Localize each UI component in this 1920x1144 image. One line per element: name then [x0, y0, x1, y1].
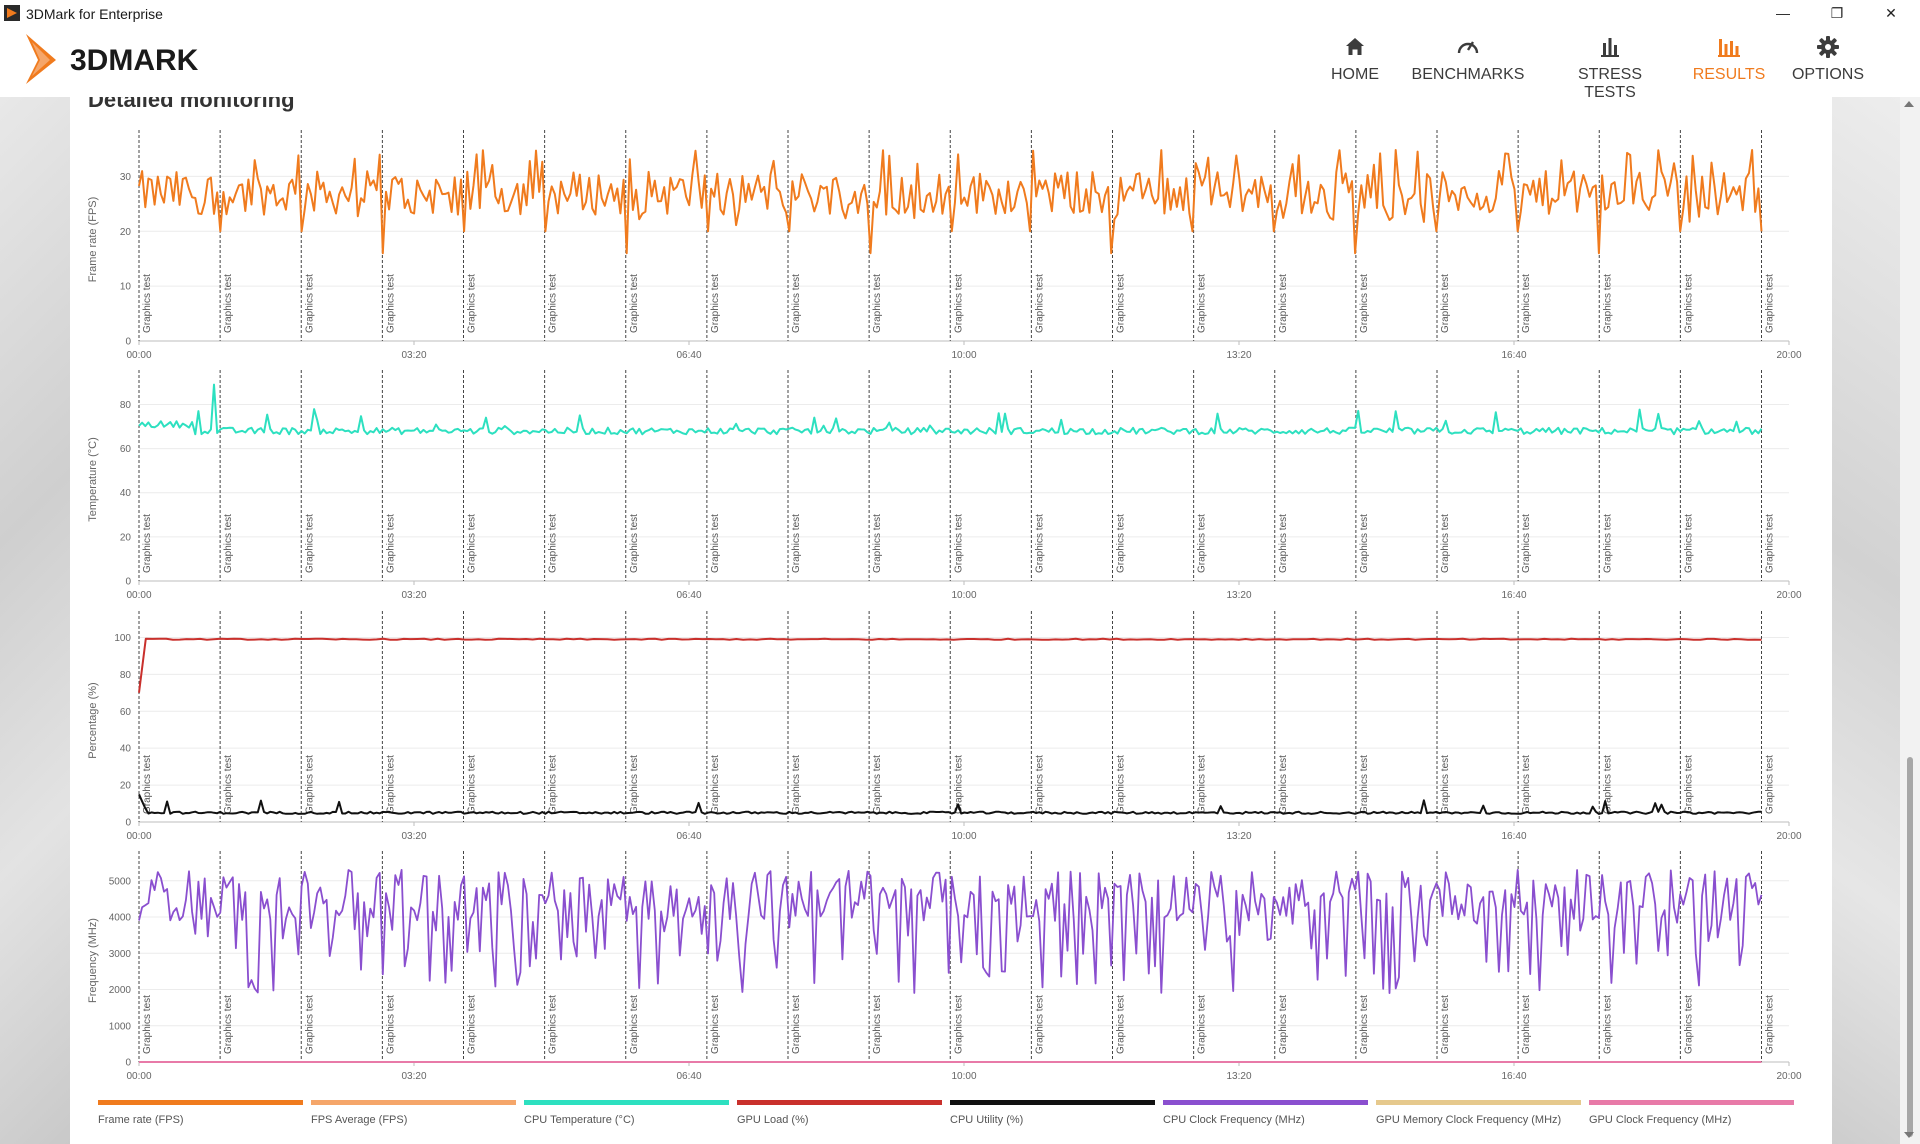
results-panel[interactable]: Detailed monitoring: [70, 97, 1832, 1144]
legend-item[interactable]: Frame rate (FPS): [98, 1100, 303, 1130]
window-titlebar: 3DMark for Enterprise — ❐ ✕: [0, 0, 1920, 28]
legend-label: GPU Memory Clock Frequency (MHz): [1376, 1114, 1562, 1126]
results-icon: [1718, 39, 1740, 57]
background-left: [0, 97, 70, 1144]
legend-label: CPU Temperature (°C): [524, 1114, 635, 1126]
legend-item[interactable]: CPU Clock Frequency (MHz): [1163, 1100, 1368, 1130]
nav-options-label: OPTIONS: [1791, 66, 1864, 83]
legend-color-swatch: [1589, 1100, 1794, 1105]
gear-icon: [1817, 36, 1839, 58]
legend-color-swatch: [1163, 1100, 1368, 1105]
nav-home-label: HOME: [1331, 66, 1379, 83]
scroll-up-arrow-icon[interactable]: [1904, 101, 1914, 107]
legend-color-swatch: [737, 1100, 942, 1105]
legend-label: Frame rate (FPS): [98, 1114, 184, 1126]
top-navigation: [0, 27, 1920, 97]
legend-label: FPS Average (FPS): [311, 1114, 408, 1126]
maximize-button[interactable]: ❐: [1830, 5, 1844, 21]
logo-text: 3DMARK: [70, 44, 199, 77]
close-button[interactable]: ✕: [1885, 5, 1897, 21]
legend-item[interactable]: FPS Average (FPS): [311, 1100, 516, 1130]
background-right: [1832, 97, 1900, 1144]
nav-options[interactable]: OPTIONS: [1786, 35, 1870, 91]
legend-item[interactable]: GPU Load (%): [737, 1100, 942, 1130]
legend-label: GPU Clock Frequency (MHz): [1589, 1114, 1732, 1126]
scrollbar-thumb[interactable]: [1907, 757, 1913, 1137]
nav-stress-tests[interactable]: STRESS TESTS: [1552, 35, 1668, 101]
scrollbar[interactable]: [1900, 97, 1920, 1144]
home-icon: [1346, 38, 1364, 55]
3dmark-logo[interactable]: 3DMARK: [18, 32, 258, 87]
logo-arrow-inner-icon: [32, 42, 50, 76]
legend-label: CPU Clock Frequency (MHz): [1163, 1114, 1305, 1126]
nav-benchmarks[interactable]: BENCHMARKS: [1405, 35, 1531, 91]
app-icon: [4, 5, 20, 21]
legend-item[interactable]: CPU Utility (%): [950, 1100, 1155, 1130]
legend-color-swatch: [524, 1100, 729, 1105]
legend-color-swatch: [311, 1100, 516, 1105]
bar-chart-icon: [1601, 38, 1619, 57]
nav-stress-tests-label: STRESS TESTS: [1577, 66, 1642, 101]
nav-results[interactable]: RESULTS: [1690, 35, 1768, 91]
legend-label: GPU Load (%): [737, 1114, 809, 1126]
nav-results-label: RESULTS: [1692, 66, 1766, 83]
gauge-icon: [1457, 41, 1479, 54]
nav-benchmarks-label: BENCHMARKS: [1411, 66, 1525, 83]
legend-label: CPU Utility (%): [950, 1114, 1024, 1126]
section-title: Detailed monitoring: [88, 97, 295, 112]
minimize-button[interactable]: —: [1776, 5, 1790, 21]
legend-item[interactable]: CPU Temperature (°C): [524, 1100, 729, 1130]
legend-color-swatch: [1376, 1100, 1581, 1105]
legend-item[interactable]: GPU Memory Clock Frequency (MHz): [1376, 1100, 1581, 1130]
legend-color-swatch: [950, 1100, 1155, 1105]
nav-home[interactable]: HOME: [1322, 35, 1388, 91]
scroll-down-arrow-icon[interactable]: [1904, 1132, 1914, 1138]
legend-item[interactable]: GPU Clock Frequency (MHz): [1589, 1100, 1794, 1130]
legend-color-swatch: [98, 1100, 303, 1105]
window-title: 3DMark for Enterprise: [26, 6, 163, 22]
